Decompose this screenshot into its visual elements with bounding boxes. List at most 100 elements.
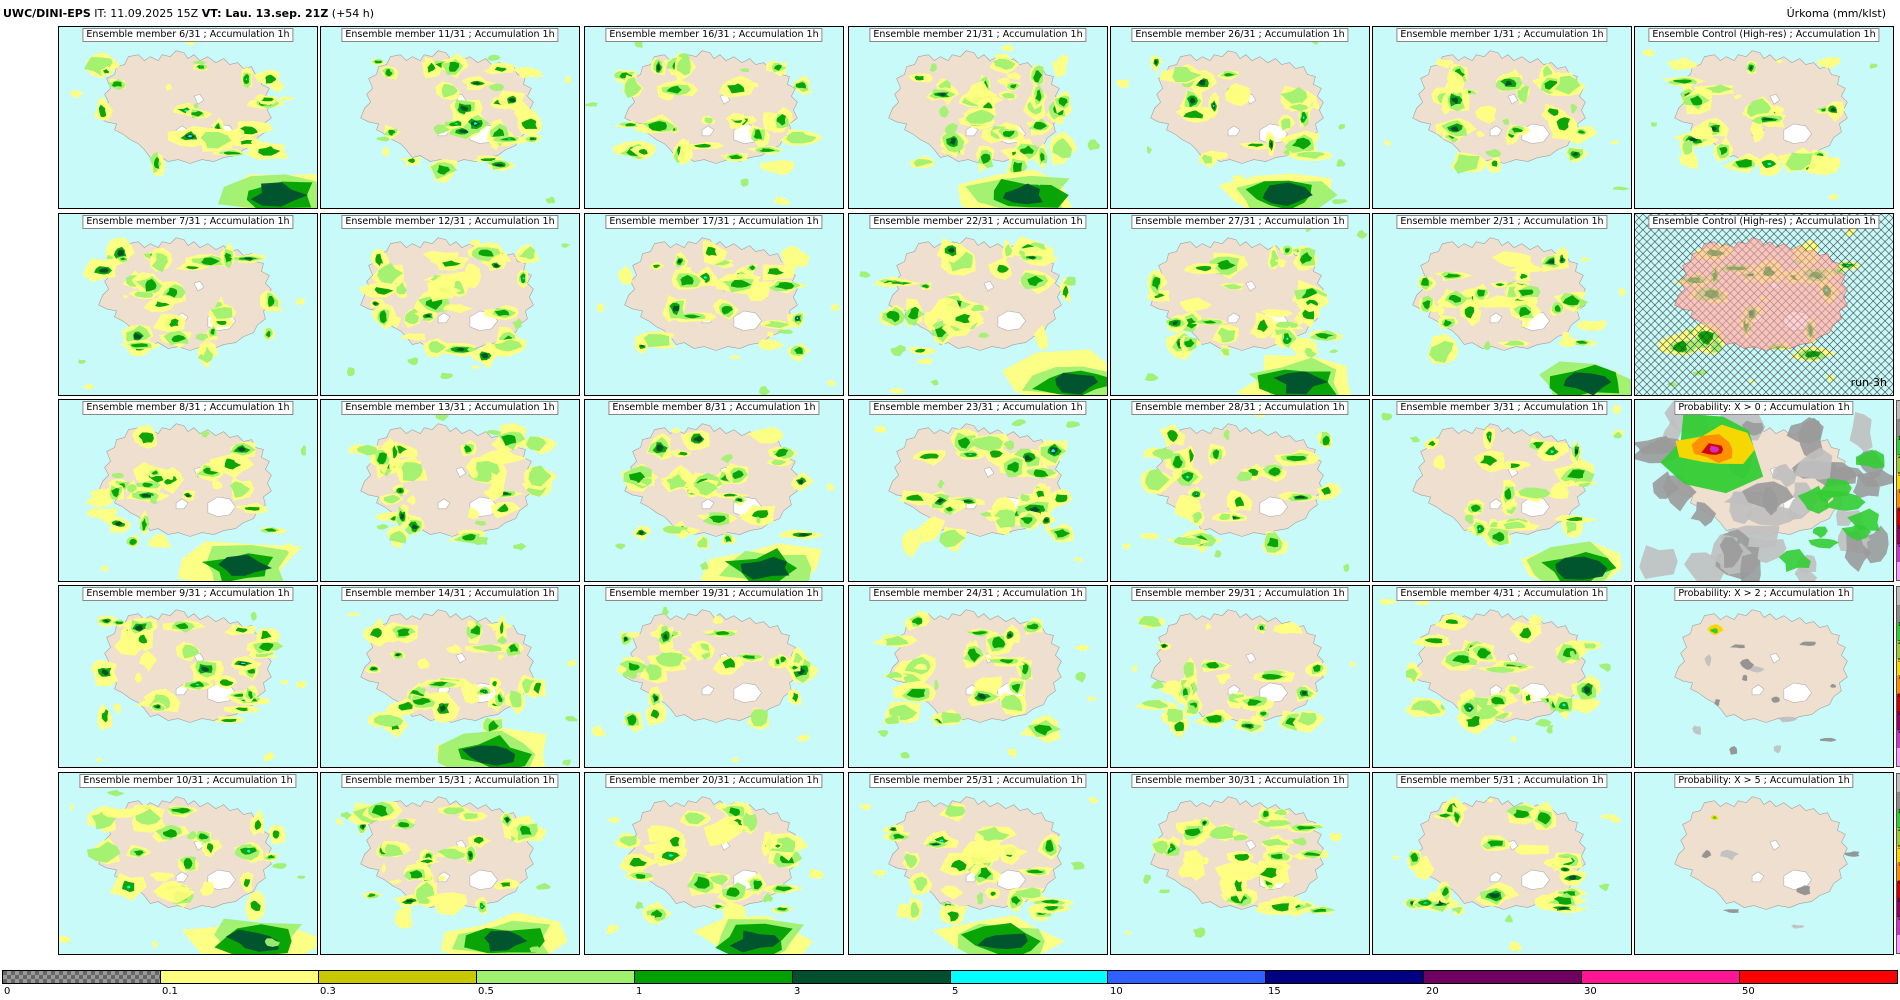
probability-colorbar: 510255075909599 (1896, 773, 1900, 954)
panel-title: Ensemble member 1/31 ; Accumulation 1h (1396, 28, 1608, 42)
colorbar-tick-label: 0.5 (478, 986, 494, 997)
precip-field (859, 776, 1099, 954)
run-info: UWC/DINI-EPS IT: 11.09.2025 15Z VT: Lau.… (3, 7, 374, 20)
probability-map-panel: Probability: X > 5 ; Accumulation 1h (1634, 772, 1894, 955)
panel-title: Ensemble member 9/31 ; Accumulation 1h (82, 587, 294, 601)
colorbar-segment (1424, 971, 1583, 983)
panel-title: Ensemble member 21/31 ; Accumulation 1h (869, 28, 1087, 42)
ensemble-map-grid: Ensemble member 6/31 ; Accumulation 1h En… (58, 26, 1900, 955)
probability-color-step: 25 (1897, 827, 1900, 846)
precip-colorbar: 0 0.1 0.3 0.5 1 3 5 10 15 20 30 50 (0, 970, 1900, 1000)
map-canvas (1373, 773, 1631, 954)
panel-title: Probability: X > 5 ; Accumulation 1h (1674, 774, 1854, 788)
map-canvas (1635, 773, 1893, 954)
precip-field (1144, 223, 1368, 395)
colorbar-segment (318, 971, 477, 983)
ensemble-member-map-panel: Ensemble member 1/31 ; Accumulation 1h (1372, 26, 1632, 209)
ensemble-member-map-panel: Ensemble member 26/31 ; Accumulation 1h (1110, 26, 1370, 209)
precip-field (85, 424, 307, 581)
ensemble-member-map-panel: Ensemble member 7/31 ; Accumulation 1h (58, 213, 318, 396)
map-canvas (1111, 400, 1369, 581)
precip-field (348, 411, 558, 551)
panel-title: Ensemble member 25/31 ; Accumulation 1h (869, 774, 1087, 788)
colorbar-segment (950, 971, 1109, 983)
ensemble-member-map-panel: Ensemble member 20/31 ; Accumulation 1h (584, 772, 844, 955)
map-canvas (1111, 586, 1369, 767)
precip-field (346, 612, 578, 767)
probability-color-step: 90 (1897, 508, 1900, 527)
colorbar-segment (1266, 971, 1425, 983)
probability-color-step (1897, 401, 1900, 419)
probability-colorbar: 510255075909599 (1896, 586, 1900, 767)
precip-field (371, 53, 571, 204)
ensemble-member-map-panel: Ensemble member 12/31 ; Accumulation 1h (320, 213, 580, 396)
map-canvas (1373, 214, 1631, 395)
probability-colorbar: 510255075909599 (1896, 400, 1900, 581)
panel-title: Ensemble member 28/31 ; Accumulation 1h (1131, 401, 1349, 415)
panel-title: Ensemble member 8/31 ; Accumulation 1h (608, 401, 820, 415)
probability-color-step: 99 (1897, 544, 1900, 563)
map-canvas (321, 586, 579, 767)
ensemble-member-map-panel: Ensemble member 8/31 ; Accumulation 1h (584, 399, 844, 582)
ensemble-member-map-panel: Ensemble member 16/31 ; Accumulation 1h (584, 26, 844, 209)
map-canvas (59, 586, 317, 767)
probability-color-step (1897, 587, 1900, 605)
probability-field (1692, 624, 1837, 755)
panel-title: Ensemble member 20/31 ; Accumulation 1h (605, 774, 823, 788)
precip-field (1383, 58, 1630, 191)
ensemble-member-map-panel: Ensemble member 8/31 ; Accumulation 1h (58, 399, 318, 582)
panel-title: Ensemble member 22/31 ; Accumulation 1h (869, 215, 1087, 229)
probability-field (1701, 815, 1860, 929)
panel-title: Ensemble member 8/31 ; Accumulation 1h (82, 401, 294, 415)
colorbar-segment (634, 971, 793, 983)
colorbar-tick-label: 50 (1742, 986, 1755, 997)
ensemble-member-map-panel: Ensemble member 17/31 ; Accumulation 1h (584, 213, 844, 396)
ensemble-member-map-panel: Ensemble member 30/31 ; Accumulation 1h (1110, 772, 1370, 955)
plot-header: UWC/DINI-EPS IT: 11.09.2025 15Z VT: Lau.… (0, 0, 1900, 24)
precip-field (1122, 411, 1350, 572)
ensemble-member-map-panel: Ensemble Control (High-res) ; Accumulati… (1634, 213, 1894, 396)
ensemble-member-map-panel: Ensemble member 3/31 ; Accumulation 1h (1372, 399, 1632, 582)
map-canvas (1373, 27, 1631, 208)
panel-title: Probability: X > 2 ; Accumulation 1h (1674, 587, 1854, 601)
colorbar-tick-label: 10 (1110, 986, 1123, 997)
ensemble-member-map-panel: Ensemble member 27/31 ; Accumulation 1h (1110, 213, 1370, 396)
panel-title: Ensemble member 23/31 ; Accumulation 1h (869, 401, 1087, 415)
ensemble-member-map-panel: Ensemble member 2/31 ; Accumulation 1h (1372, 213, 1632, 396)
panel-title: Ensemble member 6/31 ; Accumulation 1h (82, 28, 294, 42)
ensemble-member-map-panel: Ensemble member 24/31 ; Accumulation 1h (848, 585, 1108, 768)
probability-color-step: 50 (1897, 845, 1900, 864)
panel-title: Ensemble member 26/31 ; Accumulation 1h (1131, 28, 1349, 42)
panel-title: Ensemble member 3/31 ; Accumulation 1h (1396, 401, 1608, 415)
precip-field (591, 589, 819, 763)
map-canvas (849, 586, 1107, 767)
map-canvas (849, 214, 1107, 395)
probability-color-step: 90 (1897, 694, 1900, 713)
probability-color-step (1897, 774, 1900, 792)
panel-title: Ensemble Control (High-res) ; Accumulati… (1648, 28, 1880, 42)
panel-title: Ensemble member 30/31 ; Accumulation 1h (1131, 774, 1349, 788)
ensemble-member-map-panel: Ensemble member 29/31 ; Accumulation 1h (1110, 585, 1370, 768)
precip-field (335, 776, 568, 954)
panel-title: Ensemble Control (High-res) ; Accumulati… (1648, 215, 1880, 229)
map-canvas (585, 773, 843, 954)
precip-field (1378, 598, 1611, 743)
ensemble-member-map-panel: Ensemble member 11/31 ; Accumulation 1h (320, 26, 580, 209)
ensemble-member-map-panel: Ensemble Control (High-res) ; Accumulati… (1634, 26, 1894, 209)
ensemble-member-map-panel: Ensemble member 22/31 ; Accumulation 1h (848, 213, 1108, 396)
colorbar-segments (2, 970, 1898, 984)
panel-title: Ensemble member 11/31 ; Accumulation 1h (341, 28, 559, 42)
colorbar-tick-label: 20 (1426, 986, 1439, 997)
precip-field (1131, 615, 1357, 739)
ensemble-member-map-panel: Ensemble member 4/31 ; Accumulation 1h (1372, 585, 1632, 768)
probability-map-panel: Probability: X > 2 ; Accumulation 1h (1634, 585, 1894, 768)
probability-color-step: 95 (1897, 712, 1900, 731)
precip-field (874, 419, 1083, 562)
precip-field (1381, 404, 1625, 581)
lead-time: (+54 h) (331, 7, 375, 20)
map-canvas (1635, 400, 1893, 581)
ensemble-member-map-panel: Ensemble member 5/31 ; Accumulation 1h (1372, 772, 1632, 955)
probability-color-step (1897, 562, 1900, 580)
map-canvas (59, 773, 317, 954)
precip-field (1392, 796, 1621, 952)
